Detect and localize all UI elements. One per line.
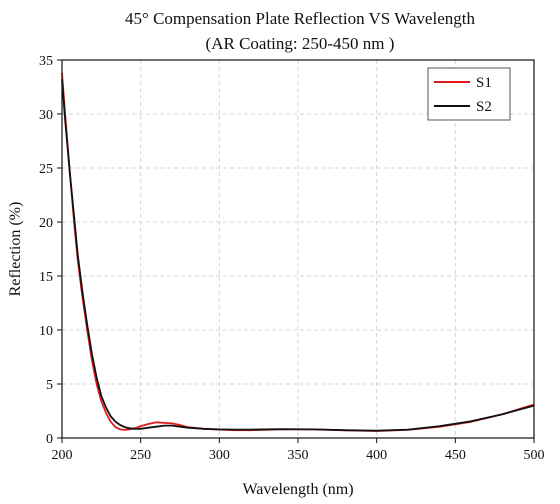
y-tick-label: 20 [39,216,53,231]
legend: S1 S2 [427,67,511,121]
axis-ticks: 200 250 300 350 400 450 500 0 5 10 15 20 25 30 35 [39,54,545,463]
y-tick-label: 5 [46,378,53,393]
x-axis-label: Wavelength (nm) [242,481,353,498]
x-tick-label: 350 [288,448,309,463]
x-tick-label: 300 [209,448,230,463]
y-tick-label: 0 [46,432,53,447]
legend-label-s2: S2 [476,99,492,115]
legend-box [427,67,511,121]
y-tick-label: 35 [39,54,53,69]
y-tick-label: 15 [39,270,53,285]
chart-subtitle: (AR Coating: 250-450 nm ) [206,34,395,53]
x-tick-label: 400 [366,448,387,463]
x-tick-label: 200 [52,448,73,463]
x-tick-label: 500 [524,448,545,463]
x-tick-label: 450 [445,448,466,463]
series-lines [61,72,535,432]
y-tick-label: 10 [39,324,53,339]
plot-frame [61,59,535,439]
y-axis-label: Reflection (%) [7,202,24,297]
x-tick-label: 250 [130,448,151,463]
series-line-s2 [61,79,535,432]
legend-label-s1: S1 [476,75,492,91]
y-tick-label: 30 [39,108,53,123]
chart-title: 45° Compensation Plate Reflection VS Wav… [125,9,475,28]
y-tick-label: 25 [39,162,53,177]
